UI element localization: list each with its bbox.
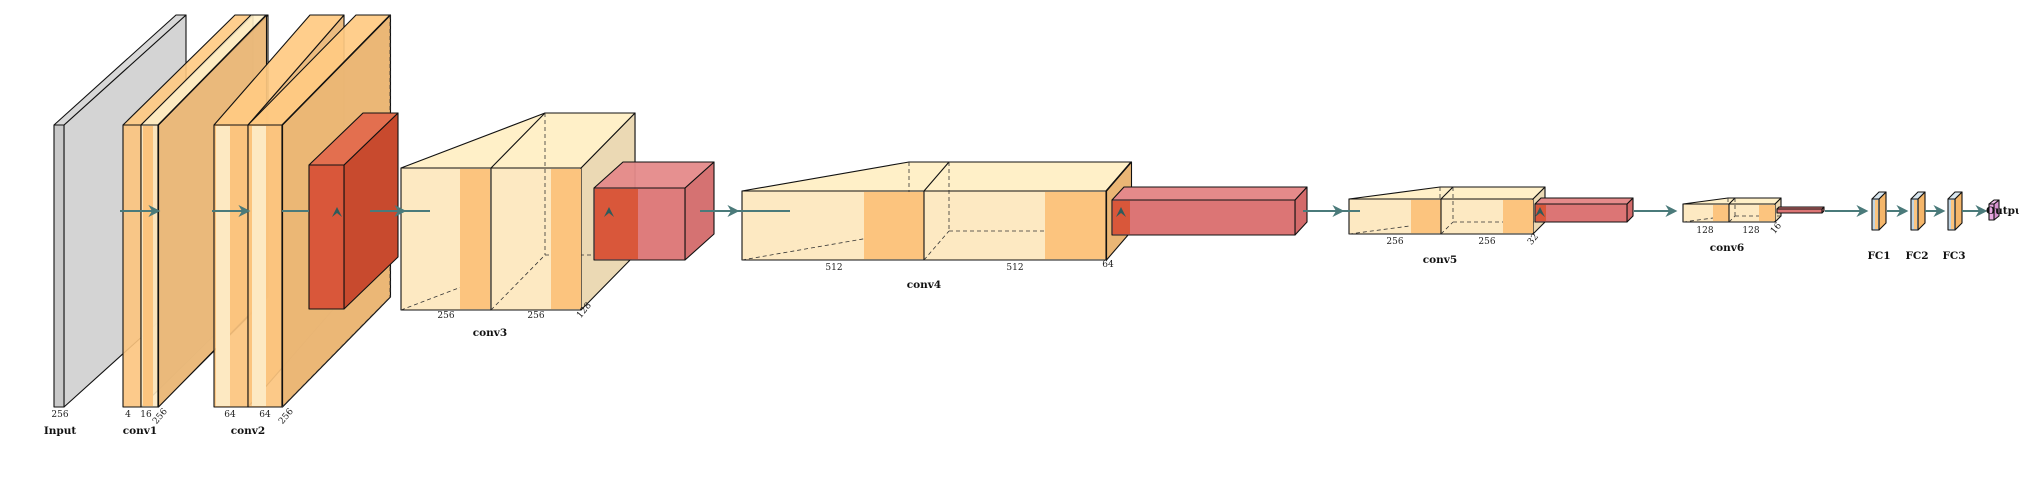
fc1-block <box>1871 191 1887 231</box>
output-block <box>1988 199 2000 221</box>
pool3-block-top <box>1111 186 1308 201</box>
pool3-block-front <box>1111 199 1296 236</box>
conv3-layer-label: conv3 <box>473 327 507 339</box>
fc1-layer-label: FC1 <box>1867 250 1890 262</box>
input-dim-label: 256 <box>51 410 68 420</box>
pool3-block <box>1111 186 1308 236</box>
conv4-depth-label: 64 <box>1102 260 1114 270</box>
conv5-layer-label: conv5 <box>1423 254 1457 266</box>
pool3-marker <box>1116 207 1126 217</box>
pool4-block <box>1534 197 1634 223</box>
conv3-dim-label: 256 <box>527 311 544 321</box>
conv4-band-1 <box>864 192 924 259</box>
conv6-band-2 <box>1759 205 1775 221</box>
conv5-slab-1-hidden-edge <box>1348 221 1441 235</box>
pool2-marker <box>604 207 614 217</box>
conv1-slab-1-front <box>122 124 142 408</box>
fc1-block-band <box>1875 200 1878 229</box>
conv3-dim-label: 256 <box>437 311 454 321</box>
fc3-block <box>1947 191 1963 231</box>
conv6-depth-label: 16 <box>1769 221 1784 236</box>
conv2-slab-3-hidden-edge <box>281 296 391 408</box>
conv6-layer-label: conv6 <box>1710 242 1744 254</box>
conv1-slab-3-front <box>157 124 160 408</box>
conv2-slab-3-front <box>281 124 284 408</box>
output-layer-label: Output <box>1986 205 2019 217</box>
conv3-band-1 <box>460 169 490 309</box>
conv4-slab-2-top <box>923 161 1132 192</box>
conv6-band-1 <box>1713 205 1729 221</box>
fc3-layer-label: FC3 <box>1942 250 1965 262</box>
pool5-block-front <box>1776 208 1823 214</box>
conv3-slab-2-hidden-edge <box>490 254 546 311</box>
pool4-marker <box>1535 207 1545 217</box>
conv6-slab-2-hidden-edge <box>1728 215 1736 223</box>
conv1-depth-label: 256 <box>151 407 170 427</box>
conv2-dim-label: 64 <box>224 410 236 420</box>
conv2-band-b <box>252 126 266 406</box>
conv6-slab-2-top <box>1728 197 1782 205</box>
output-block-front <box>1988 203 1995 221</box>
fc2-block-band <box>1914 200 1917 229</box>
input-layer-block-front <box>53 124 65 408</box>
conv2-dim-label: 64 <box>259 410 271 420</box>
fc2-layer-label: FC2 <box>1905 250 1928 262</box>
pool1-marker <box>332 207 342 217</box>
conv4-dim-label: 512 <box>1006 263 1023 273</box>
conv1-dim-label: 4 <box>125 410 131 420</box>
conv5-slab-2-top <box>1440 186 1546 200</box>
conv2-band-a <box>216 126 230 406</box>
conv2-depth-label: 256 <box>277 407 296 427</box>
conv5-dim-label: 256 <box>1386 237 1403 247</box>
conv5-band-1 <box>1411 200 1441 233</box>
pool3-dark-band <box>1113 201 1130 234</box>
conv1-layer-label: conv1 <box>123 425 157 437</box>
pool2-dark-band <box>595 189 638 259</box>
conv4-band-2 <box>1045 192 1106 259</box>
conv5-dim-label: 256 <box>1478 237 1495 247</box>
conv6-dim-label: 128 <box>1696 226 1713 236</box>
conv1-dim-label: 16 <box>140 410 152 420</box>
fc2-block <box>1910 191 1926 231</box>
conv6-dim-label: 128 <box>1742 226 1759 236</box>
conv4-dim-label: 512 <box>825 263 842 273</box>
conv1-band <box>143 126 153 406</box>
input-layer-label: Input <box>44 425 77 437</box>
pool1-block-front <box>308 164 345 310</box>
pool4-block-front <box>1534 203 1628 223</box>
conv4-slab-3-front <box>1105 190 1108 261</box>
conv4-slab-2-hidden-edge <box>923 230 950 261</box>
conv3-band-2 <box>551 169 581 309</box>
conv5-slab-2-hidden-edge <box>1440 221 1454 235</box>
fc3-block-band <box>1951 200 1954 229</box>
conv2-layer-label: conv2 <box>231 425 265 437</box>
pool5-block <box>1776 206 1825 214</box>
conv4-layer-label: conv4 <box>907 279 941 291</box>
pool4-block-top <box>1534 197 1634 205</box>
conv5-band-2 <box>1503 200 1533 233</box>
